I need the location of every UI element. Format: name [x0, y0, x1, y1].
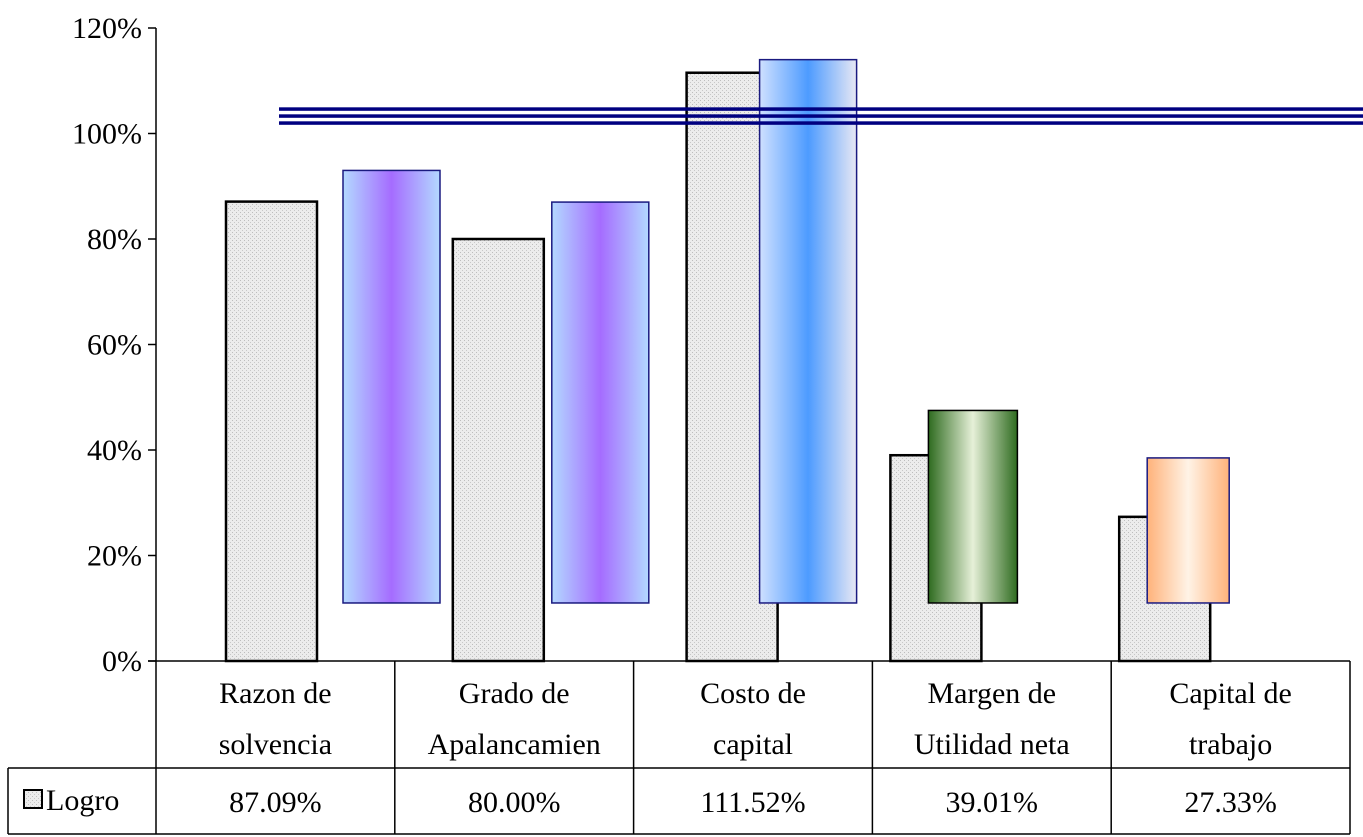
reference-line-bottom	[279, 121, 1363, 125]
x-tick-label: Apalancamien	[428, 728, 601, 761]
y-tick-label: 0%	[102, 645, 142, 678]
reference-line-middle	[279, 114, 1363, 118]
legend-swatch-logro	[23, 789, 43, 809]
y-tick-label: 60%	[87, 329, 142, 362]
floating-bar	[342, 169, 441, 604]
reference-line	[279, 107, 1363, 125]
x-tick-label: Costo de	[700, 677, 806, 710]
y-tick-label: 40%	[87, 434, 142, 467]
reference-line-top	[279, 107, 1363, 111]
x-tick-label: Razon de	[219, 677, 331, 710]
floating-bar	[758, 58, 858, 604]
x-tick-label: Utilidad neta	[914, 728, 1070, 761]
table-value: 111.52%	[700, 786, 805, 819]
y-tick-label: 20%	[87, 540, 142, 573]
y-tick-label: 80%	[87, 223, 142, 256]
x-tick-label: trabajo	[1189, 728, 1272, 761]
y-axis: 0% 20% 40% 60% 80% 100% 120%	[72, 12, 157, 678]
floating-bar	[1146, 457, 1230, 604]
x-tick-label: solvencia	[219, 728, 332, 761]
x-tick-label: Grado de	[459, 677, 570, 710]
floating-bars	[342, 58, 1230, 604]
data-table: Razon de solvencia 87.09% Grado de Apalancam…	[7, 660, 1351, 835]
floating-bar	[927, 409, 1019, 604]
logro-bar	[451, 237, 546, 663]
legend-label-logro: Logro	[46, 784, 119, 817]
table-value: 39.01%	[946, 786, 1039, 819]
x-tick-label: capital	[713, 728, 793, 761]
x-tick-label: Capital de	[1169, 677, 1291, 710]
x-tick-label: Margen de	[928, 677, 1057, 710]
y-tick-label: 100%	[72, 118, 142, 151]
floating-bar	[551, 201, 650, 604]
logro-bars	[224, 71, 1212, 663]
logro-bar	[224, 200, 319, 663]
table-value: 80.00%	[468, 786, 561, 819]
y-tick-label: 120%	[72, 12, 142, 45]
table-value: 27.33%	[1184, 786, 1277, 819]
table-value: 87.09%	[229, 786, 322, 819]
